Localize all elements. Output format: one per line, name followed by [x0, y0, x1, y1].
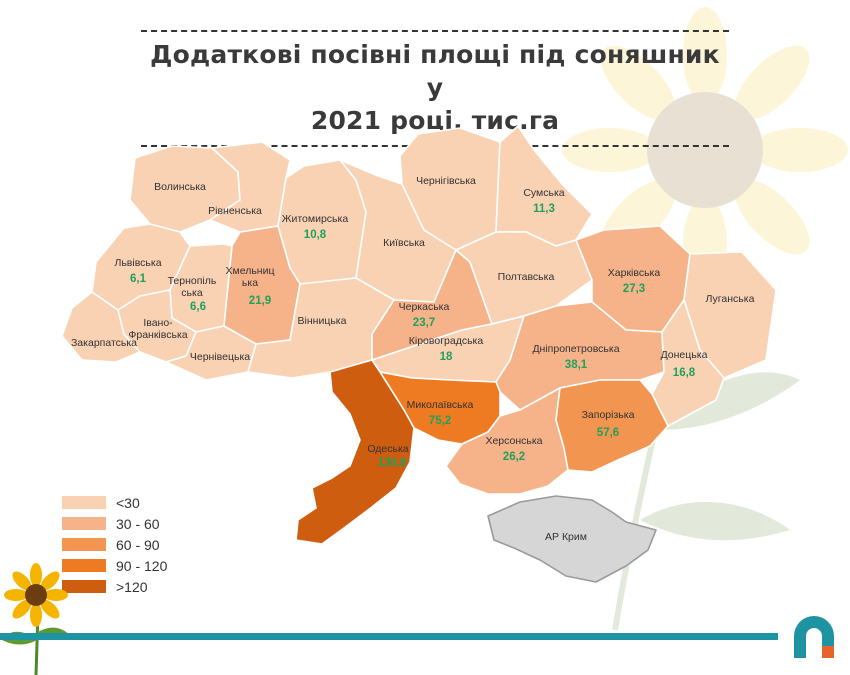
region-name-dnipropetrovska: Дніпропетровська [532, 343, 619, 355]
region-name-cherkaska: Черкаська [399, 301, 450, 313]
region-value-lvivska: 6,1 [130, 273, 147, 285]
region-name-poltavska: Полтавська [498, 271, 555, 283]
bottom-bar [0, 633, 778, 640]
region-name-lvivska: Львівська [114, 257, 161, 269]
region-value-sumska: 11,3 [533, 203, 555, 215]
legend-row-4: >120 [62, 576, 167, 597]
region-name-ivanofrankivska: Івано-Франківська [128, 317, 187, 341]
legend-swatch-4 [62, 580, 106, 593]
region-value-ternopilska: 6,6 [190, 301, 206, 313]
legend-row-1: 30 - 60 [62, 513, 167, 534]
region-name-khmelnytska: Хмельниц ька [226, 265, 275, 289]
region-name-donetska: Донецька [661, 349, 708, 361]
legend-row-3: 90 - 120 [62, 555, 167, 576]
region-value-dnipropetrovska: 38,1 [565, 359, 588, 371]
region-name-odeska: Одеська [367, 443, 408, 455]
legend-label-3: 90 - 120 [116, 557, 168, 574]
region-name-zaporizka: Запорізька [582, 409, 635, 421]
region-value-khersonska: 26,2 [503, 451, 525, 463]
region-name-kirovohradska: Кіровоградська [409, 335, 484, 347]
legend: <30 30 - 60 60 - 90 90 - 120 >120 [62, 492, 167, 597]
region-name-kharkivska: Харківська [608, 267, 661, 279]
region-value-kharkivska: 27,3 [623, 283, 645, 295]
region-crimea [487, 495, 657, 583]
region-name-vinnytska: Вінницька [298, 315, 347, 327]
region-sumska [495, 125, 593, 247]
region-value-khmelnytska: 21,9 [249, 295, 271, 307]
legend-label-2: 60 - 90 [116, 536, 160, 553]
title-top-divider [141, 30, 729, 32]
region-name-luhanska: Луганська [706, 293, 755, 305]
region-name-zakarpatska: Закарпатська [71, 337, 137, 349]
region-odeska [295, 359, 415, 545]
region-chernivetska [165, 325, 257, 381]
legend-swatch-0 [62, 496, 106, 509]
map-title: Додаткові посівні площі під соняшник у 2… [140, 32, 730, 145]
region-name-khersonska: Херсонська [485, 435, 542, 447]
legend-label-4: >120 [116, 578, 148, 595]
region-name-rivnenska: Рівненська [208, 205, 262, 217]
region-name-kyivska: Київська [383, 237, 425, 249]
region-donetska [651, 299, 725, 427]
legend-row-0: <30 [62, 492, 167, 513]
region-name-crimea: АР Крим [545, 531, 587, 543]
region-name-volynska: Волинська [154, 181, 206, 193]
region-name-zhytomyrska: Житомирська [282, 213, 349, 225]
region-zaporizka [555, 379, 669, 473]
legend-row-2: 60 - 90 [62, 534, 167, 555]
regions-layer [61, 125, 777, 583]
legend-label-1: 30 - 60 [116, 515, 160, 532]
legend-swatch-3 [62, 559, 106, 572]
app-logo-icon [794, 616, 834, 658]
map-title-line1: Додаткові посівні площі під соняшник у [150, 40, 720, 102]
region-name-chernivetska: Чернівецька [190, 351, 250, 363]
region-value-kirovohradska: 18 [440, 351, 453, 363]
region-name-mykolaivska: Миколаївська [407, 399, 474, 411]
region-value-mykolaivska: 75,2 [429, 415, 451, 427]
region-value-donetska: 16,8 [673, 367, 696, 379]
legend-swatch-1 [62, 517, 106, 530]
region-value-cherkaska: 23,7 [413, 317, 435, 329]
region-name-sumska: Сумська [523, 187, 564, 199]
legend-swatch-2 [62, 538, 106, 551]
region-value-zaporizka: 57,6 [597, 427, 619, 439]
region-name-ternopilska: Тернопіль ська [168, 275, 217, 299]
legend-label-0: <30 [116, 494, 140, 511]
region-value-zhytomyrska: 10,8 [304, 229, 327, 241]
region-value-odeska: 130,6 [378, 457, 407, 469]
region-name-chernihivska: Чернігівська [416, 175, 476, 187]
